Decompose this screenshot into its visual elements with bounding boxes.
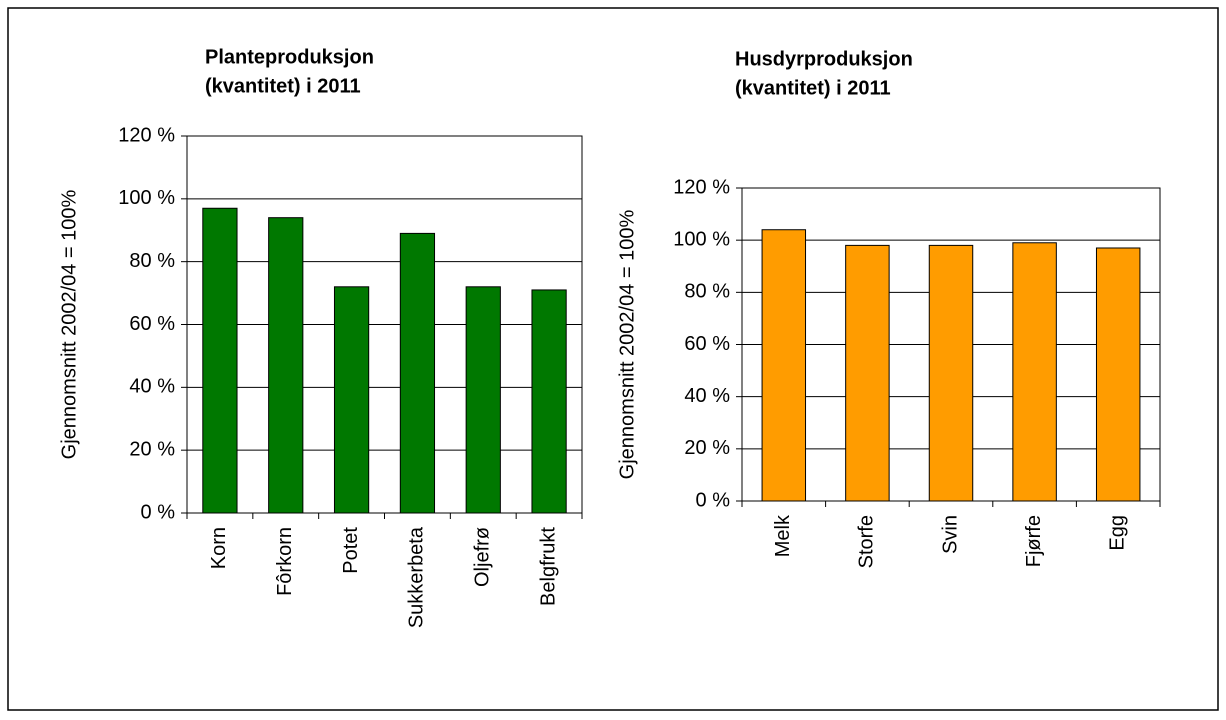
y-tick-label: 20 % — [684, 437, 730, 459]
bar — [845, 244, 890, 502]
bar — [333, 286, 370, 514]
x-tick-label: Potet — [340, 527, 362, 574]
x-tick-label: Fjørfe — [1023, 515, 1045, 567]
bar — [202, 207, 238, 514]
y-tick-label: 100 % — [673, 228, 730, 250]
y-tick-label: 80 % — [684, 281, 730, 303]
y-tick-label: 0 % — [141, 501, 176, 523]
y-tick-label: 0 % — [696, 489, 731, 511]
x-tick-label: Oljefrø — [472, 527, 494, 587]
x-tick-label: Svin — [939, 515, 961, 554]
y-tick-label: 80 % — [129, 250, 175, 272]
bar — [465, 286, 501, 514]
bar — [268, 217, 304, 514]
y-tick-label: 100 % — [118, 187, 175, 209]
bar — [531, 289, 567, 514]
x-tick-label: Egg — [1106, 515, 1128, 551]
chart-title: (kvantitet) i 2011 — [735, 77, 891, 99]
bar — [1012, 242, 1057, 502]
y-tick-label: 120 % — [673, 176, 730, 198]
x-tick-label: Storfe — [856, 515, 878, 568]
y-tick-label: 40 % — [129, 376, 175, 398]
y-tick-label: 120 % — [118, 124, 175, 146]
x-tick-label: Belgfrukt — [537, 527, 559, 606]
bar — [1095, 247, 1141, 502]
y-axis-label: Gjennomsnitt 2002/04 = 100% — [58, 189, 80, 459]
bar — [399, 232, 436, 514]
y-tick-label: 20 % — [129, 438, 175, 460]
chart-title: Husdyrproduksjon — [735, 48, 913, 70]
bar — [928, 244, 974, 502]
x-tick-label: Sukkerbeta — [406, 526, 428, 628]
x-tick-label: Korn — [208, 527, 230, 569]
x-tick-label: Melk — [772, 514, 794, 557]
y-tick-label: 40 % — [684, 385, 730, 407]
x-tick-label: Fôrkorn — [274, 527, 296, 596]
y-axis-label: Gjennomsnitt 2002/04 = 100% — [616, 209, 638, 479]
bar — [761, 229, 807, 502]
chart-title: (kvantitet) i 2011 — [205, 75, 361, 97]
chart-title: Planteproduksjon — [205, 46, 374, 68]
y-tick-label: 60 % — [129, 313, 175, 335]
y-tick-label: 60 % — [684, 333, 730, 355]
